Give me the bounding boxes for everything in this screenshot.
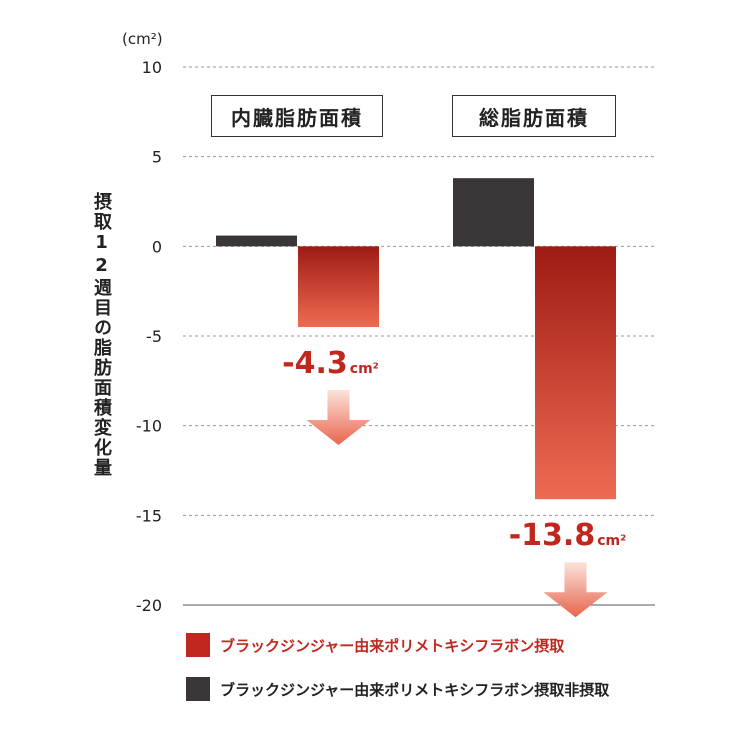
y-tick-label: -10 — [136, 417, 162, 436]
y-tick-label: -20 — [136, 596, 162, 615]
bar-no-intake — [216, 235, 297, 247]
y-tick-label: 10 — [142, 58, 162, 77]
y-tick-label: 5 — [152, 148, 162, 167]
value-label: -13.8 cm² — [509, 518, 627, 553]
y-tick-label: 0 — [152, 237, 162, 256]
category-label-total: 総脂肪面積 — [452, 95, 616, 137]
legend-label-no-intake: ブラックジンジャー由来ポリメトキシフラボン摂取非摂取 — [220, 680, 610, 699]
y-axis-label: 摂取12週目の脂肪面積変化量 — [91, 192, 112, 478]
bar-no-intake — [453, 178, 534, 247]
y-unit-label: (cm²) — [122, 30, 163, 48]
bar-intake — [298, 246, 379, 328]
category-label-visceral: 内臓脂肪面積 — [211, 95, 383, 137]
value-label: -4.3 cm² — [282, 346, 379, 381]
y-tick-label: -15 — [136, 506, 162, 525]
annotations: -4.3 cm² -13.8 cm² — [282, 346, 627, 618]
legend-swatch-dark — [186, 677, 210, 701]
y-tick-labels: 10 5 0 -5 -10 -15 -20 — [136, 58, 162, 615]
legend-swatch-red — [186, 633, 210, 657]
legend-item-intake: ブラックジンジャー由来ポリメトキシフラボン摂取 — [186, 633, 564, 657]
down-arrow-icon — [543, 562, 608, 618]
bar-intake — [535, 246, 616, 500]
bars — [216, 178, 616, 500]
legend-label-intake: ブラックジンジャー由来ポリメトキシフラボン摂取 — [220, 636, 565, 655]
y-tick-label: -5 — [146, 327, 162, 346]
down-arrow-icon — [306, 390, 371, 446]
legend-item-no-intake: ブラックジンジャー由来ポリメトキシフラボン摂取非摂取 — [186, 677, 609, 701]
